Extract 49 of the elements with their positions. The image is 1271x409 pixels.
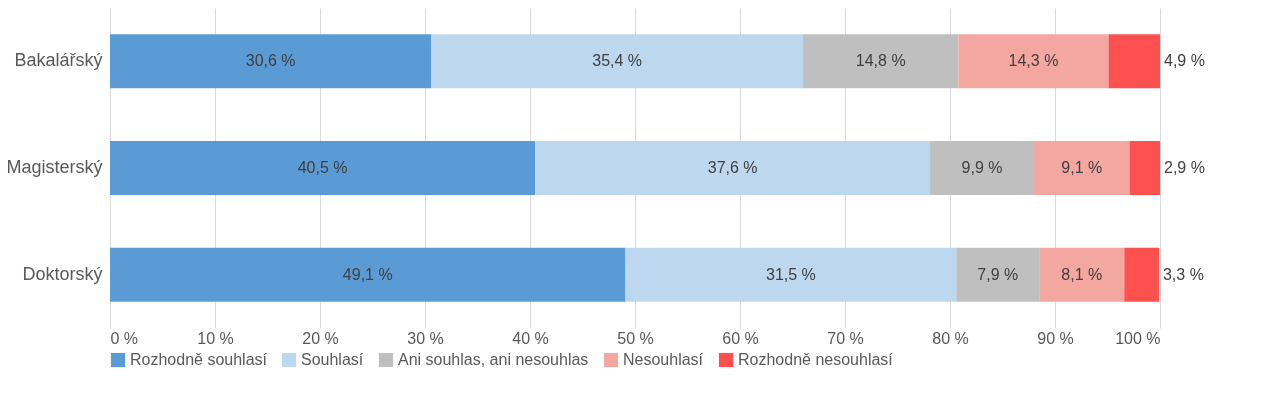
legend-label: Ani souhlas, ani nesouhlas <box>398 351 589 368</box>
bar <box>431 34 803 89</box>
y-tick-label: Bakalářský <box>14 50 103 71</box>
y-tick-label: Magisterský <box>6 157 103 177</box>
data-label: 31,5 % <box>766 265 816 283</box>
x-tick-label: 70 % <box>827 329 864 347</box>
bar <box>1039 247 1125 302</box>
x-tick-label: 0 % <box>110 329 139 347</box>
data-label: 30,6 % <box>245 52 296 70</box>
data-label: 9,1 % <box>1061 159 1103 176</box>
data-label: 14,3 % <box>1008 52 1059 70</box>
bar <box>1124 247 1159 302</box>
x-tick-label: 80 % <box>932 329 969 347</box>
x-tick-label: 100 % <box>1115 329 1161 347</box>
data-label: 3,3 % <box>1162 265 1204 283</box>
x-tick-label: 20 % <box>302 329 339 347</box>
legend-label: Rozhodně souhlasí <box>130 351 268 368</box>
bar <box>625 247 957 302</box>
bar <box>110 141 536 195</box>
x-tick-label: 90 % <box>1037 329 1074 347</box>
bar <box>110 247 626 302</box>
data-label: 2,9 % <box>1164 159 1205 176</box>
bar <box>930 141 1034 195</box>
x-tick-label: 50 % <box>617 329 654 347</box>
x-tick-label: 30 % <box>407 329 444 347</box>
bar <box>1034 141 1130 195</box>
data-label: 40,5 % <box>297 159 348 176</box>
bar <box>1108 34 1160 89</box>
data-label: 9,9 % <box>961 159 1003 176</box>
data-label: 14,8 % <box>855 52 906 70</box>
data-label: 35,4 % <box>592 52 643 70</box>
legend-label: Souhlasí <box>301 351 364 368</box>
data-label: 37,6 % <box>707 159 758 176</box>
bar <box>535 141 931 195</box>
legend-label: Rozhodně nesouhlasí <box>738 351 894 368</box>
data-label: 49,1 % <box>342 265 393 283</box>
bar <box>110 34 432 89</box>
data-label: 7,9 % <box>977 265 1019 283</box>
x-tick-label: 10 % <box>197 329 234 347</box>
x-tick-label: 60 % <box>722 329 759 347</box>
bar <box>958 34 1109 89</box>
data-label: 4,9 % <box>1164 52 1205 70</box>
x-tick-label: 40 % <box>512 329 549 347</box>
bar <box>1129 141 1160 195</box>
y-tick-label: Doktorský <box>22 263 103 284</box>
data-label: 8,1 % <box>1061 265 1103 283</box>
bar <box>956 247 1040 302</box>
bar <box>803 34 959 89</box>
legend-label: Nesouhlasí <box>623 351 704 368</box>
